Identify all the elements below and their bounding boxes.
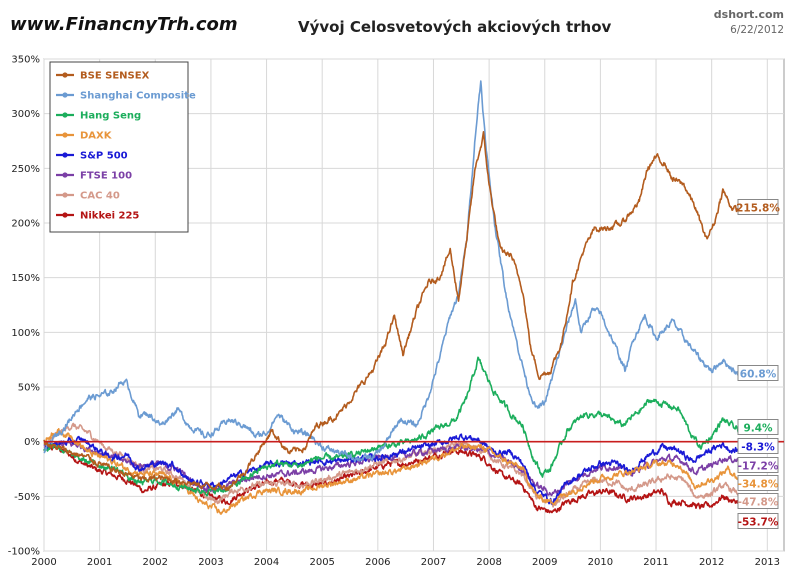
y-tick-label: 150% [11,273,40,284]
x-tick-label: 2012 [699,557,724,568]
end-label-box [737,199,779,215]
legend-box [49,61,189,233]
series-lines [43,80,741,515]
end-label-box [737,475,779,491]
x-tick-label: 2008 [476,557,501,568]
series-line [43,356,741,497]
legend-marker [62,132,68,138]
end-label-box [737,457,779,473]
legend: BSE SENSEX Shanghai Composite Hang Seng DAX… [49,61,196,233]
end-label: 60.8% [740,369,777,381]
x-tick-label: 2003 [198,557,223,568]
y-tick-label: 350% [11,55,40,66]
end-label-box [737,365,779,381]
x-tick-label: 2004 [254,557,279,568]
legend-marker [62,152,68,158]
legend-marker [62,192,68,198]
legend-marker [62,112,68,118]
series-line [43,131,741,492]
x-tick-label: 2010 [588,557,613,568]
y-tick-label: 300% [11,109,40,120]
x-tick-label: 2005 [309,557,334,568]
x-tick-label: 2000 [31,557,56,568]
end-value-labels: 215.8% 60.8% 9.4% -34.8% -8.3% -17.2% -47.8% -5… [736,199,780,529]
legend-label: Nikkei 225 [80,211,139,222]
end-label: -53.7% [738,517,779,529]
y-tick-label: 200% [11,219,40,230]
legend-label: Shanghai Composite [80,91,196,102]
y-tick-label: 250% [11,164,40,175]
series-line [43,80,741,462]
legend-marker [62,212,68,218]
y-tick-label: 100% [11,328,40,339]
legend-marker [62,92,68,98]
end-label: -17.2% [738,461,779,473]
x-tick-label: 2006 [365,557,390,568]
end-label-box [737,438,779,454]
source-label: dshort.com [713,8,784,21]
x-tick-label: 2007 [421,557,446,568]
y-tick-label: -100% [8,547,40,558]
y-tick-label: 50% [18,383,40,394]
end-label: -8.3% [741,442,775,454]
legend-label: DAXK [80,131,113,142]
series-line [43,422,741,508]
date-label: 6/22/2012 [730,24,784,36]
legend-label: S&P 500 [80,151,128,162]
end-label: 9.4% [743,423,773,435]
x-tick-label: 2009 [532,557,557,568]
end-label-box [737,513,779,529]
y-tick-label: -50% [14,492,40,503]
site-watermark: www.FinancnyTrh.com [10,14,238,35]
legend-marker [62,172,68,178]
chart-title: Vývoj Celosvetových akciových trhov [298,18,612,36]
legend-label: Hang Seng [80,111,141,122]
legend-label: FTSE 100 [80,171,132,182]
x-tick-label: 2001 [87,557,112,568]
legend-marker [62,72,68,78]
y-tick-label: 0% [24,437,40,448]
end-label-box [737,419,779,435]
series-line [43,428,740,515]
x-tick-label: 2002 [143,557,168,568]
x-tick-label: 2011 [643,557,668,568]
x-axis-ticks: 2000 2001 2002 2003 2004 2005 2006 2007 2008 2009… [31,557,780,568]
legend-label: BSE SENSEX [80,71,150,82]
y-axis-ticks: -100% -50% 0% 50% 100% 150% 200% 250% 300% 350% [8,55,40,558]
end-label-box [737,493,779,509]
end-label: 215.8% [736,203,780,215]
series-line [43,433,741,505]
x-tick-label: 2013 [755,557,780,568]
end-label: -47.8% [738,497,779,509]
end-label: -34.8% [738,479,779,491]
legend-label: CAC 40 [80,191,120,202]
